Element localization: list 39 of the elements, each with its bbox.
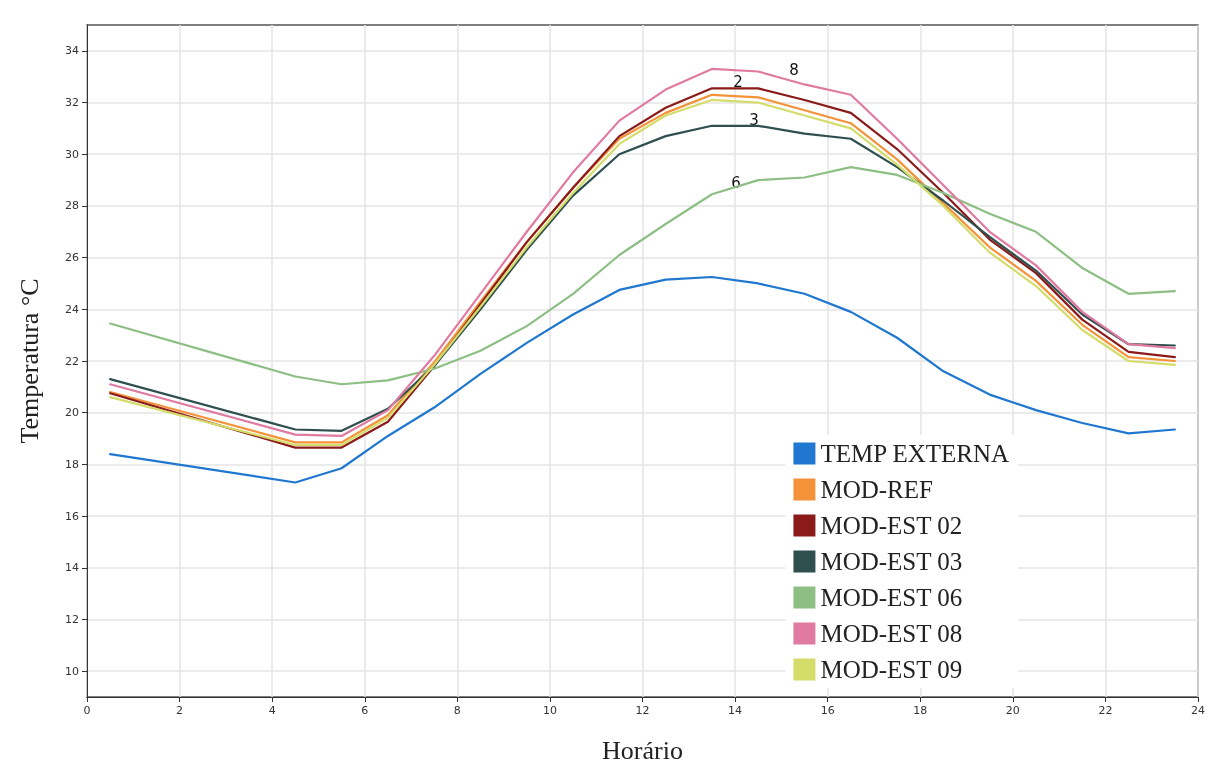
x-tick-label: 4 [268,704,276,717]
y-tick-label: 20 [65,406,79,420]
y-tick-label: 24 [65,302,79,316]
x-tick-label: 12 [635,704,650,717]
y-tick-label: 16 [65,509,79,523]
x-tick-label: 20 [1005,704,1020,717]
x-tick-label: 6 [361,704,369,717]
y-tick-label: 34 [65,44,79,58]
line-series [109,166,1176,386]
x-tick-label: 18 [913,704,928,717]
y-tick-label: 28 [65,199,79,213]
y-tick-label: 10 [65,664,79,678]
x-tick-label: 2 [176,704,184,717]
legend-label: MOD-EST 03 [820,548,963,575]
y-tick-label: 30 [65,147,79,161]
y-tick-label: 26 [65,251,79,265]
x-tick-label: 22 [1098,704,1113,717]
annotation: 3 [749,111,759,129]
y-tick-label: 12 [65,612,79,626]
x-axis-title: Horário [602,735,683,765]
annotation: 2 [733,73,743,91]
x-tick-label: 8 [453,704,461,717]
x-tick-label: 14 [728,704,743,717]
y-tick-label: 14 [65,561,79,575]
x-tick-label: 10 [542,704,557,717]
x-tick-label: 0 [83,704,91,717]
x-tick-label: 16 [820,704,835,717]
y-tick-label: 18 [65,457,79,471]
y-tick-label: 32 [65,96,79,110]
legend-label: MOD-EST 02 [820,512,963,539]
legend-label: MOD-EST 08 [820,620,963,647]
y-tick-label: 22 [65,354,79,368]
legend-label: TEMP EXTERNA [820,440,1010,467]
legend-label: MOD-EST 09 [820,656,963,683]
legend-label: MOD-EST 06 [820,584,963,611]
legend-label: MOD-REF [820,476,933,503]
x-tick-label: 24 [1191,704,1205,717]
annotation: 8 [789,61,799,79]
y-axis-title: Temperatura °C [14,278,44,444]
